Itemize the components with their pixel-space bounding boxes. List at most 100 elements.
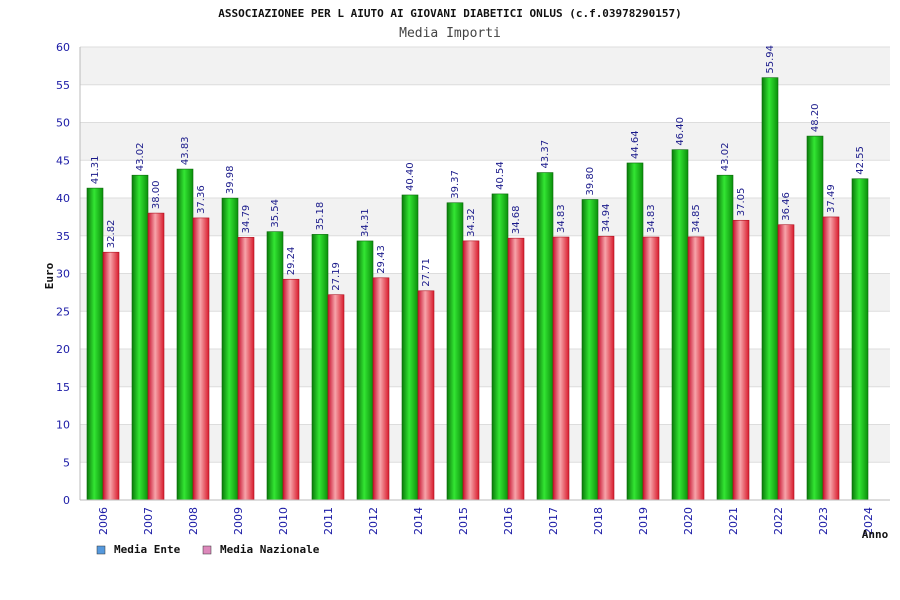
data-label: 29.43	[376, 245, 387, 274]
bar-media-nazionale	[507, 237, 525, 501]
data-label: 39.80	[585, 167, 596, 196]
data-labels: 41.31 32.82 43.02 38.00 43.83 37.36 39.98 34.79…	[90, 45, 866, 291]
y-tick-label: 25	[56, 305, 70, 318]
bar-media-nazionale	[192, 217, 210, 501]
bar-media-ente	[311, 234, 329, 501]
data-label: 27.19	[331, 262, 342, 291]
bar-media-nazionale	[687, 236, 705, 501]
y-tick-label: 60	[56, 41, 70, 54]
bar-media-ente	[491, 193, 509, 501]
bar-media-nazionale	[147, 212, 165, 501]
legend-swatch-media-nazionale	[202, 545, 212, 555]
data-label: 39.98	[225, 166, 236, 195]
y-tick-label: 10	[56, 419, 70, 432]
y-tick-label: 5	[63, 456, 70, 469]
legend-swatch-media-ente	[96, 545, 106, 555]
bar-media-ente	[761, 77, 779, 501]
x-tick-label: 2018	[592, 507, 605, 535]
bar-media-nazionale	[597, 235, 615, 501]
x-tick-label: 2006	[97, 507, 110, 535]
bar-media-nazionale	[282, 278, 300, 501]
data-label: 37.36	[196, 185, 207, 214]
data-label: 39.37	[450, 170, 461, 199]
x-tick-label: 2012	[367, 507, 380, 535]
y-tick-label: 20	[56, 343, 70, 356]
bar-media-nazionale	[552, 236, 570, 501]
bar-media-nazionale	[822, 216, 840, 501]
data-label: 43.83	[180, 136, 191, 165]
bar-media-nazionale	[237, 237, 255, 501]
legend-label-media-ente: Media Ente	[114, 543, 181, 556]
y-tick-label: 40	[56, 192, 70, 205]
data-label: 37.05	[736, 188, 747, 217]
y-tick-label: 30	[56, 268, 70, 281]
data-label: 34.85	[691, 204, 702, 233]
legend-label-media-nazionale: Media Nazionale	[220, 543, 320, 556]
data-label: 34.32	[466, 208, 477, 237]
data-label: 37.49	[826, 184, 837, 213]
bar-media-ente	[671, 149, 689, 501]
data-label: 34.83	[646, 204, 657, 233]
gridlines	[80, 46, 890, 463]
data-label: 46.40	[675, 117, 686, 146]
bar-media-ente	[446, 202, 464, 501]
data-label: 40.40	[405, 162, 416, 191]
y-tick-label: 0	[63, 494, 70, 507]
x-tick-label: 2017	[547, 507, 560, 535]
bar-media-nazionale	[327, 294, 345, 501]
bar-media-nazionale	[372, 277, 390, 501]
y-axis-ticks: 0 5 10 15 20 25 30 35 40 45 50 55 60	[56, 41, 70, 507]
chart-subtitle: Media Importi	[399, 26, 501, 41]
bar-media-nazionale	[417, 290, 435, 501]
data-label: 29.24	[286, 247, 297, 276]
bar-media-ente	[626, 162, 644, 501]
plot-band	[80, 349, 890, 387]
bar-media-ente	[266, 231, 284, 501]
data-label: 35.54	[270, 199, 281, 228]
x-tick-label: 2008	[187, 507, 200, 535]
x-tick-label: 2011	[322, 507, 335, 535]
bar-media-ente	[86, 187, 104, 501]
data-label: 44.64	[630, 130, 641, 159]
data-label: 32.82	[106, 220, 117, 249]
y-tick-label: 15	[56, 381, 70, 394]
x-tick-label: 2014	[412, 507, 425, 535]
bar-media-ente	[581, 199, 599, 501]
data-label: 55.94	[765, 45, 776, 74]
x-tick-label: 2009	[232, 507, 245, 535]
plot-band	[80, 198, 890, 236]
bar-media-ente	[536, 172, 554, 501]
plot-band	[80, 424, 890, 463]
plot-band	[80, 273, 890, 312]
x-axis-ticks: 2006 2007 2008 2009 2010 2011 2012 2014 2015 2016…	[97, 507, 875, 535]
x-axis-label: Anno	[862, 528, 889, 541]
x-tick-label: 2024	[862, 507, 875, 535]
x-tick-label: 2022	[772, 507, 785, 535]
data-label: 40.54	[495, 161, 506, 190]
data-label: 43.02	[135, 143, 146, 172]
data-label: 27.71	[421, 258, 432, 287]
x-tick-label: 2023	[817, 507, 830, 535]
x-tick-label: 2020	[682, 507, 695, 535]
x-tick-label: 2010	[277, 507, 290, 535]
data-label: 34.68	[511, 206, 522, 235]
bar-media-nazionale	[462, 240, 480, 501]
bar-media-ente	[806, 135, 824, 501]
data-label: 35.18	[315, 202, 326, 231]
x-tick-label: 2021	[727, 507, 740, 535]
y-tick-label: 35	[56, 230, 70, 243]
x-tick-label: 2015	[457, 507, 470, 535]
data-label: 34.94	[601, 204, 612, 233]
bar-media-ente	[221, 197, 239, 501]
data-label: 48.20	[810, 103, 821, 132]
chart-title: ASSOCIAZIONEE PER L AIUTO AI GIOVANI DIA…	[218, 7, 682, 20]
data-label: 34.31	[360, 208, 371, 237]
legend: Media Ente Media Nazionale	[96, 543, 320, 556]
data-label: 42.55	[855, 146, 866, 175]
data-label: 41.31	[90, 155, 101, 184]
y-tick-label: 45	[56, 154, 70, 167]
data-label: 43.37	[540, 140, 551, 169]
x-tick-label: 2007	[142, 507, 155, 535]
bar-media-nazionale	[732, 219, 750, 501]
